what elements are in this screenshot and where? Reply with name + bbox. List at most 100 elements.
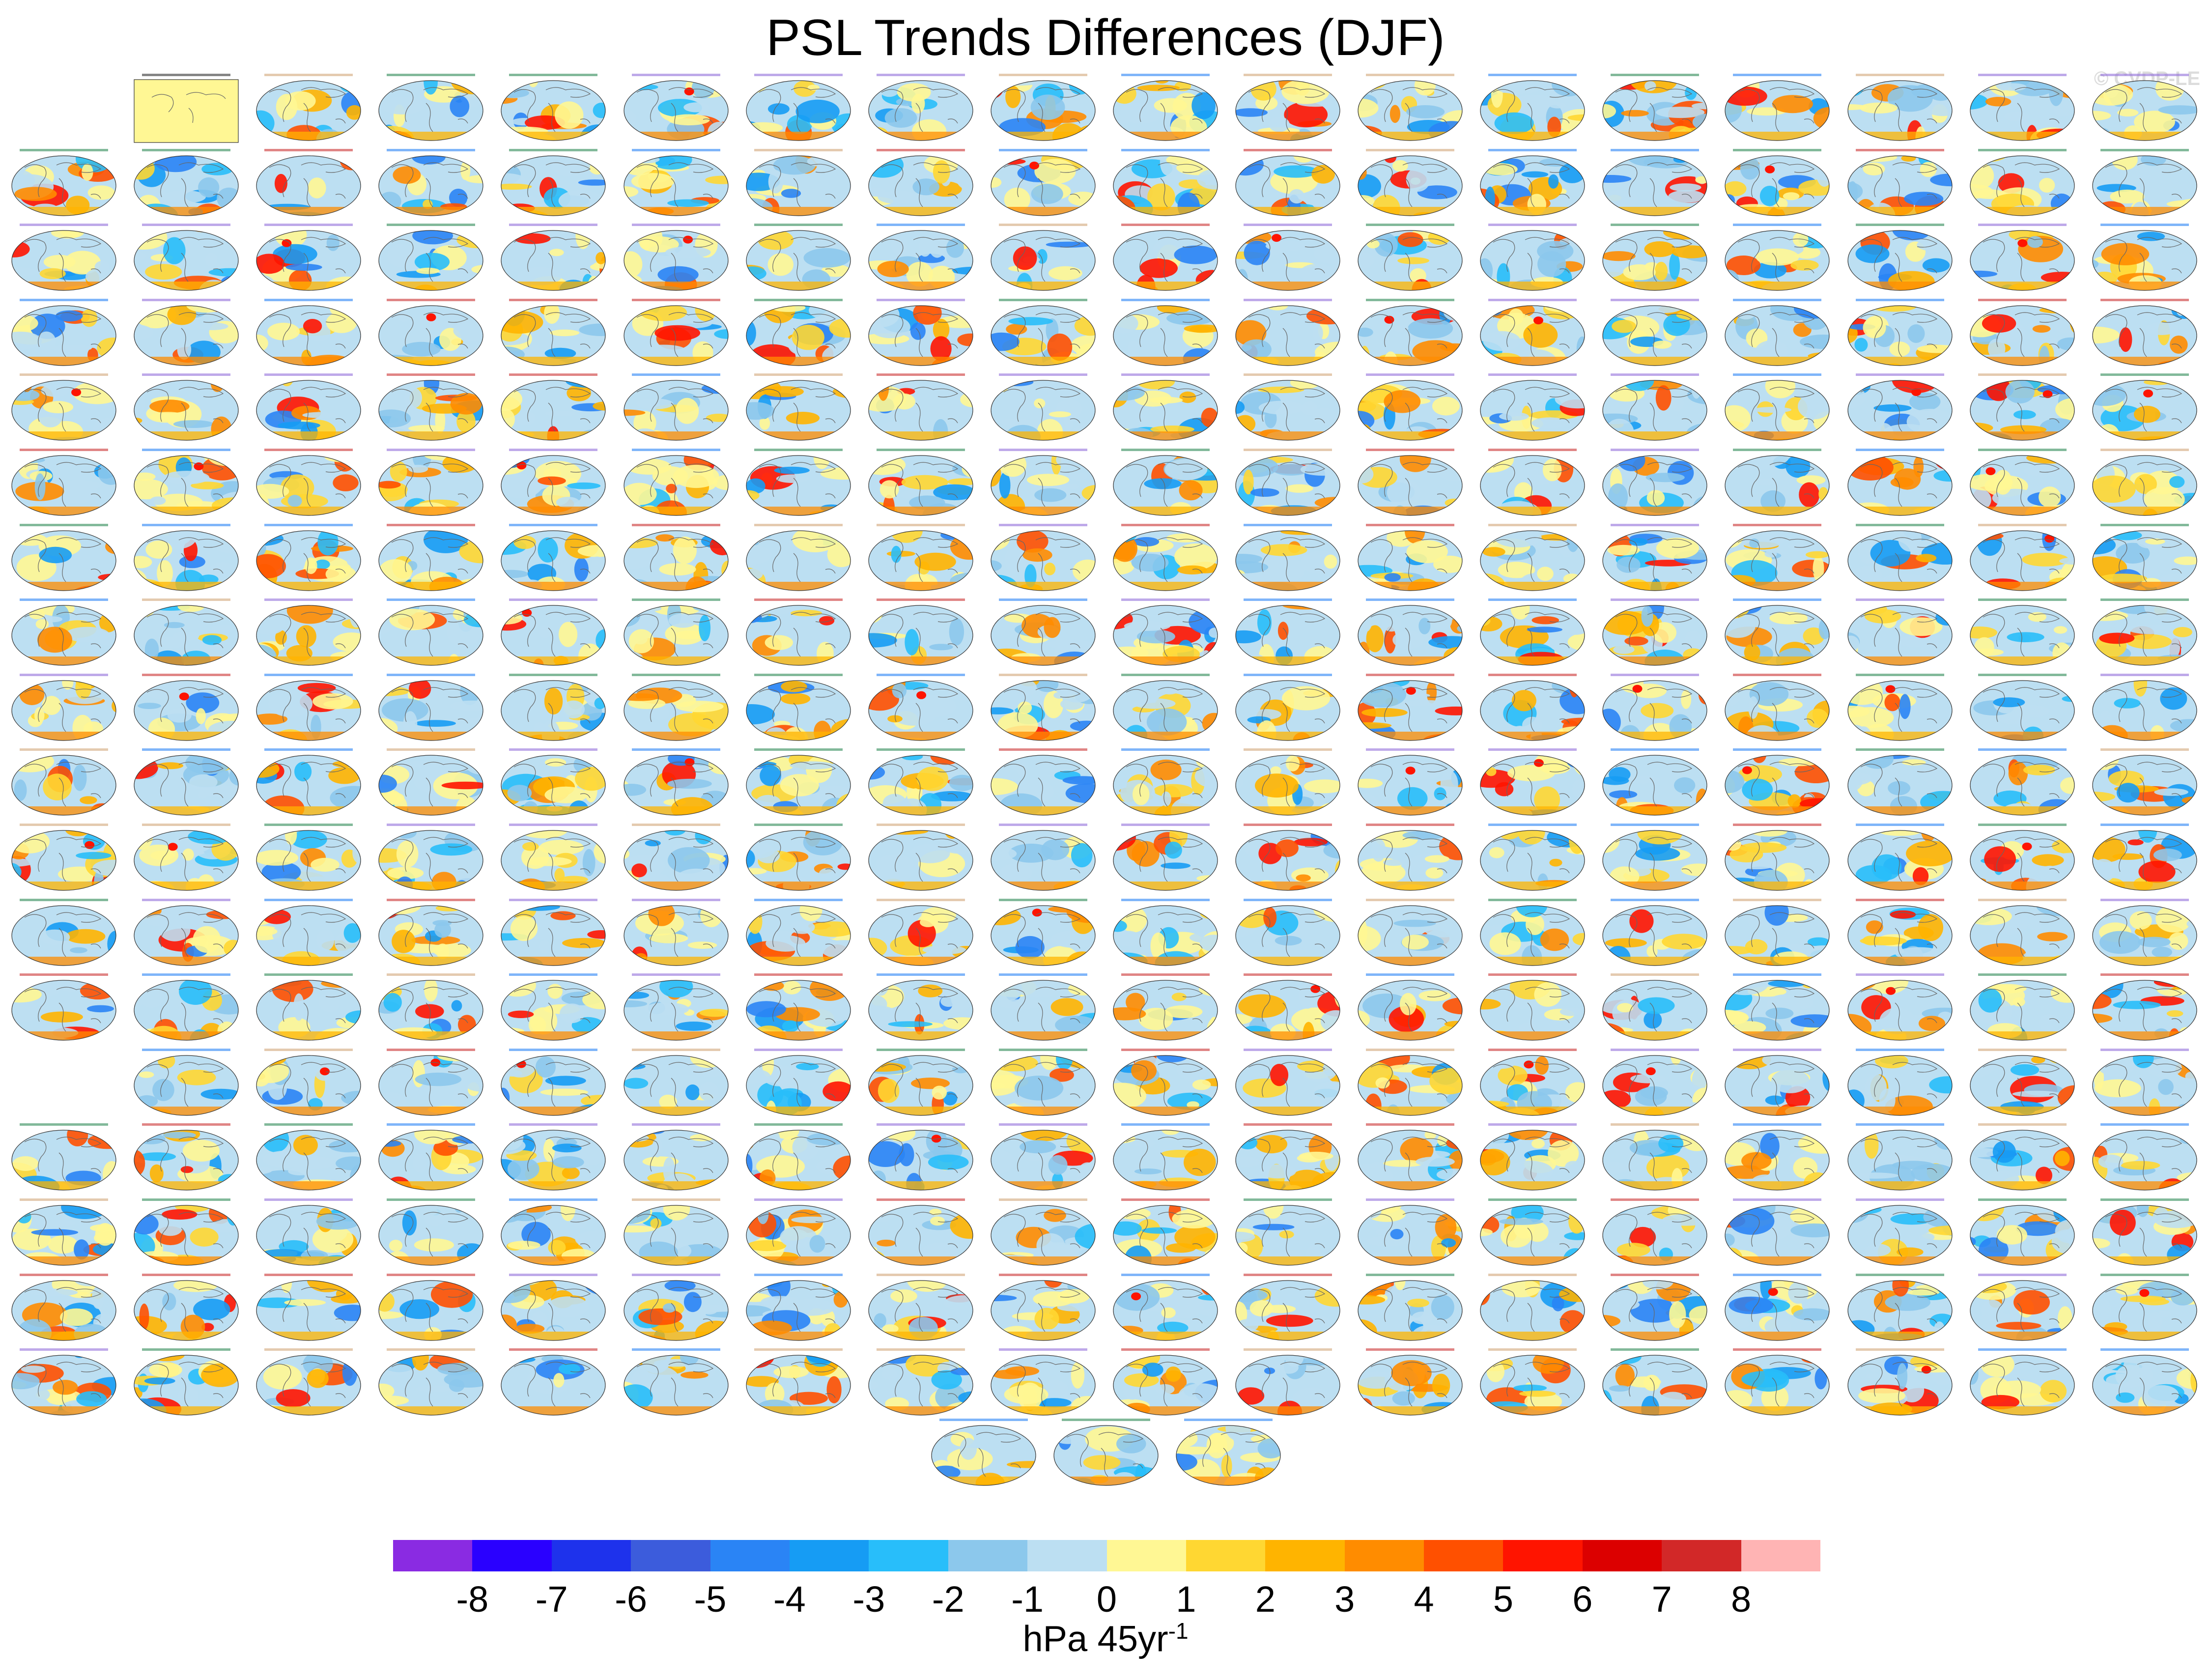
map-panel bbox=[1968, 372, 2076, 444]
map-panel bbox=[10, 148, 118, 220]
map-panel bbox=[499, 223, 607, 294]
map-panel bbox=[1968, 898, 2076, 969]
map-panel bbox=[1846, 298, 1954, 370]
map-panel bbox=[744, 1197, 852, 1269]
map-panel bbox=[1478, 823, 1587, 894]
map-panel bbox=[1234, 1122, 1342, 1194]
map-panel bbox=[2091, 73, 2199, 144]
map-panel bbox=[1846, 448, 1954, 519]
map-panel bbox=[499, 747, 607, 819]
colorbar-tick-label: -4 bbox=[773, 1579, 806, 1620]
map-panel bbox=[989, 747, 1097, 819]
map-panel bbox=[1111, 148, 1219, 220]
map-panel bbox=[499, 898, 607, 969]
map-panel bbox=[1111, 1122, 1219, 1194]
map-panel bbox=[1968, 148, 2076, 220]
map-panel bbox=[1846, 972, 1954, 1044]
map-panel bbox=[132, 223, 240, 294]
colorbar-tick-label: 3 bbox=[1334, 1579, 1355, 1620]
map-panel bbox=[377, 1197, 485, 1269]
map-panel bbox=[1356, 223, 1464, 294]
map-panel bbox=[255, 1122, 363, 1194]
map-panel bbox=[1846, 1122, 1954, 1194]
map-panel bbox=[867, 673, 975, 744]
map-panel bbox=[744, 1048, 852, 1119]
map-panel bbox=[10, 898, 118, 969]
map-panel bbox=[10, 747, 118, 819]
map-panel bbox=[255, 1347, 363, 1419]
map-panel bbox=[744, 673, 852, 744]
map-panel bbox=[989, 448, 1097, 519]
map-panel bbox=[1234, 823, 1342, 894]
map-panel bbox=[989, 372, 1097, 444]
map-panel bbox=[622, 1273, 730, 1344]
map-panel bbox=[1111, 73, 1219, 144]
colorbar-box bbox=[1582, 1540, 1662, 1571]
map-panel bbox=[622, 372, 730, 444]
map-panel bbox=[377, 1122, 485, 1194]
map-panel bbox=[867, 298, 975, 370]
map-panel bbox=[1723, 73, 1831, 144]
map-panel bbox=[1356, 747, 1464, 819]
colorbar-box bbox=[1027, 1540, 1107, 1571]
map-panel bbox=[10, 523, 118, 595]
map-panel bbox=[1846, 372, 1954, 444]
map-panel bbox=[1968, 1048, 2076, 1119]
map-panel bbox=[1111, 223, 1219, 294]
colorbar-box bbox=[1186, 1540, 1266, 1571]
units-exponent: -1 bbox=[1168, 1618, 1189, 1644]
colorbar-tick-label: -5 bbox=[694, 1579, 727, 1620]
map-panel bbox=[1846, 1347, 1954, 1419]
map-panel bbox=[499, 1347, 607, 1419]
map-panel bbox=[1111, 1048, 1219, 1119]
colorbar-box bbox=[1344, 1540, 1424, 1571]
map-panel bbox=[1478, 298, 1587, 370]
colorbar-box bbox=[1741, 1540, 1821, 1571]
colorbar-tick-label: 1 bbox=[1176, 1579, 1196, 1620]
map-panel bbox=[1234, 673, 1342, 744]
map-panel bbox=[867, 1122, 975, 1194]
map-panel bbox=[1601, 1347, 1709, 1419]
colorbar-box bbox=[869, 1540, 949, 1571]
map-panel bbox=[2091, 148, 2199, 220]
map-panel bbox=[1478, 523, 1587, 595]
map-panel bbox=[2091, 523, 2199, 595]
map-panel bbox=[867, 898, 975, 969]
map-panel bbox=[867, 598, 975, 669]
map-panel bbox=[1968, 298, 2076, 370]
map-panel bbox=[2091, 972, 2199, 1044]
map-panel bbox=[1846, 148, 1954, 220]
map-panel bbox=[499, 148, 607, 220]
map-panel bbox=[1846, 747, 1954, 819]
colorbar-units: hPa 45yr-1 bbox=[0, 1618, 2211, 1660]
map-panel bbox=[744, 73, 852, 144]
colorbar-tick-label: -3 bbox=[852, 1579, 885, 1620]
map-panel bbox=[1111, 523, 1219, 595]
map-panel bbox=[1111, 1197, 1219, 1269]
map-panel bbox=[1234, 223, 1342, 294]
map-panel bbox=[867, 1347, 975, 1419]
map-panel bbox=[744, 298, 852, 370]
colorbar-tick-label: 6 bbox=[1572, 1579, 1593, 1620]
map-panel bbox=[744, 823, 852, 894]
map-panel bbox=[1356, 523, 1464, 595]
map-panel bbox=[1968, 223, 2076, 294]
map-panel bbox=[1234, 1347, 1342, 1419]
colorbar-box bbox=[1265, 1540, 1345, 1571]
colorbar-box bbox=[472, 1540, 552, 1571]
map-panel bbox=[1601, 73, 1709, 144]
map-panel bbox=[1234, 448, 1342, 519]
map-panel bbox=[744, 972, 852, 1044]
map-panel bbox=[1968, 823, 2076, 894]
map-panel bbox=[132, 898, 240, 969]
map-panel bbox=[1968, 523, 2076, 595]
map-panel bbox=[1356, 898, 1464, 969]
map-panel bbox=[377, 898, 485, 969]
map-panel bbox=[255, 148, 363, 220]
map-panel bbox=[867, 1273, 975, 1344]
map-panel bbox=[1111, 972, 1219, 1044]
map-panel bbox=[989, 1048, 1097, 1119]
map-panel bbox=[499, 673, 607, 744]
map-panel bbox=[622, 823, 730, 894]
map-panel bbox=[989, 223, 1097, 294]
